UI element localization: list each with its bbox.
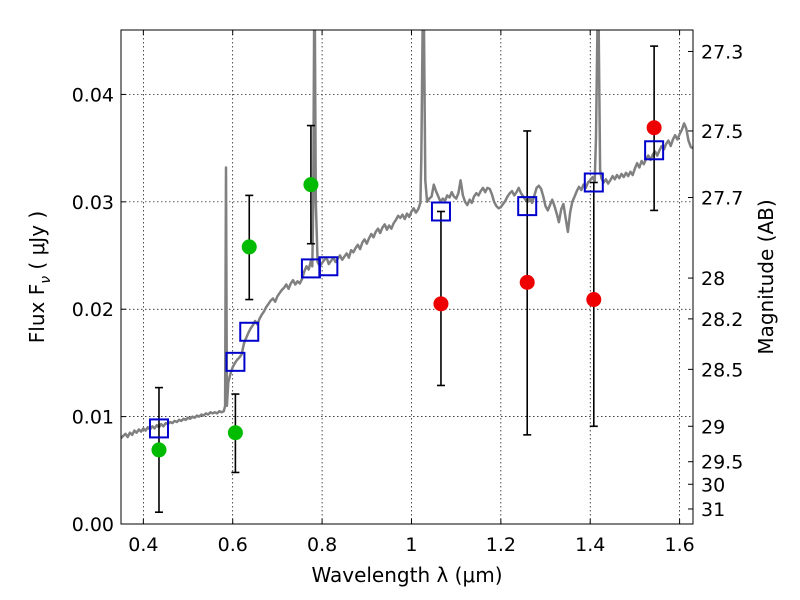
red-data-point: [519, 274, 535, 290]
y-axis-label-main: Flux F: [25, 284, 49, 343]
y-tick-label: 0.02: [72, 299, 114, 321]
y-axis-label-subscript: ν: [38, 276, 54, 284]
y-tick-label: 0.04: [72, 84, 114, 106]
model-square-marker: [239, 321, 260, 342]
model-square-marker: [430, 201, 451, 222]
x-tick-label: 0.6: [218, 534, 248, 556]
y2-tick-label: 29.5: [701, 452, 743, 474]
y-tick-label: 0.01: [72, 407, 114, 429]
y-axis-label-unit: ( μJy ): [25, 211, 49, 276]
x-tick-label: 1.6: [664, 534, 694, 556]
green-data-point: [227, 425, 243, 441]
model-square-marker: [583, 172, 604, 193]
model-square-marker: [225, 351, 246, 372]
y2-tick-label: 28.5: [701, 359, 743, 381]
y-axis-label: Flux Fν ( μJy ): [25, 211, 54, 343]
red-data-point: [433, 296, 449, 312]
model-square-marker: [148, 418, 169, 439]
plot-area: [121, 30, 693, 513]
red-data-point: [586, 292, 602, 308]
green-data-point: [151, 442, 167, 458]
green-data-point: [241, 239, 257, 255]
model-square-marker: [644, 140, 665, 161]
x-tick-label: 1.2: [486, 534, 516, 556]
green-data-point: [303, 177, 319, 193]
model-spectrum-line: [121, 30, 693, 439]
red-data-point: [646, 120, 662, 136]
x-tick-label: 1: [405, 534, 417, 556]
x-tick-label: 0.4: [128, 534, 158, 556]
y2-tick-label: 28: [701, 268, 725, 290]
plot-frame: [120, 29, 694, 525]
y2-tick-label: 27.3: [701, 41, 743, 63]
model-square-markers: [148, 140, 665, 439]
y2-tick-label: 27.7: [701, 188, 743, 210]
x-axis-label: Wavelength λ (μm): [311, 563, 502, 587]
y-tick-label: 0.03: [72, 192, 114, 214]
y2-tick-label: 29: [701, 416, 725, 438]
model-square-marker: [517, 196, 538, 217]
y-tick-label: 0.00: [72, 514, 114, 536]
y2-tick-label: 31: [701, 499, 725, 521]
y2-axis-label: Magnitude (AB): [754, 199, 778, 354]
y2-tick-label: 30: [701, 474, 725, 496]
axis-ticks: 0.4 0.6 0.8 1 1.2 1.4 1.6 0.00 0.01 0.02 0.03 0.04 2…: [72, 30, 743, 556]
x-tick-label: 0.8: [307, 534, 337, 556]
y2-tick-label: 28.2: [701, 309, 743, 331]
observed-points: [151, 120, 662, 458]
x-tick-label: 1.4: [575, 534, 605, 556]
model-square-marker: [318, 256, 339, 277]
y2-tick-label: 27.5: [701, 121, 743, 143]
